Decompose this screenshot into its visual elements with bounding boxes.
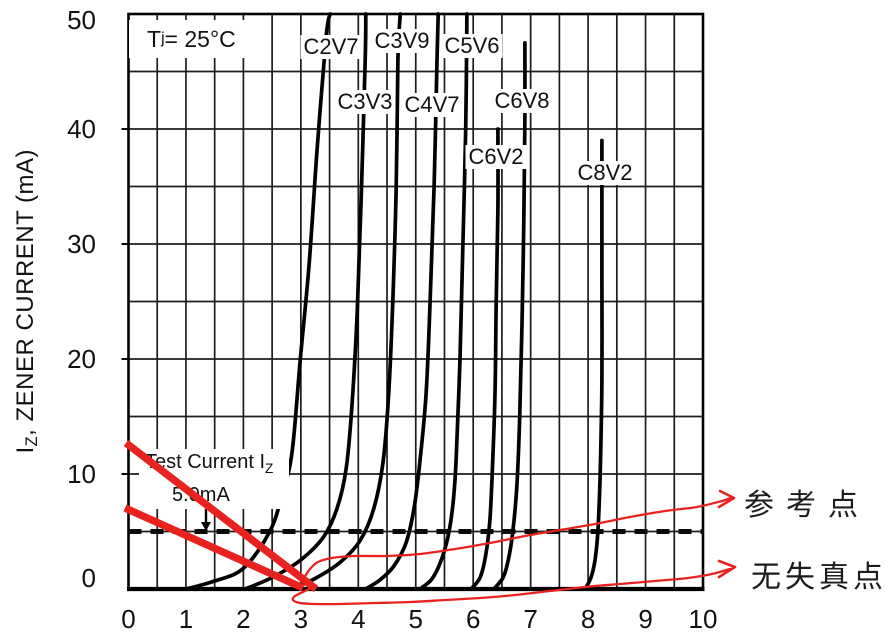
x-tick-10: 10 <box>688 604 718 634</box>
curve-label-C8V2: C8V2 <box>574 161 636 185</box>
x-tick-7: 7 <box>523 604 538 634</box>
annotation-reference-point: 参考点 <box>744 489 870 522</box>
curve-label-C5V6: C5V6 <box>441 34 503 58</box>
x-tick-0: 0 <box>121 604 136 634</box>
y-title-sub: Z <box>22 436 41 447</box>
y-tick-10: 10 <box>67 459 96 489</box>
x-tick-5: 5 <box>408 604 423 634</box>
x-tick-8: 8 <box>580 604 596 634</box>
x-tick-9: 9 <box>638 604 653 634</box>
curve-label-C2V7: C2V7 <box>300 35 362 59</box>
tj-post: = 25°C <box>164 25 236 52</box>
curve-label-C6V8: C6V8 <box>491 89 553 113</box>
y-tick-40: 40 <box>67 114 96 144</box>
y-title-post: , ZENER CURRENT (mA) <box>12 149 40 437</box>
test-current-value: 5.0mA <box>172 484 230 506</box>
test-current-text: Test Current I <box>145 451 266 473</box>
curve-label-C3V3: C3V3 <box>334 90 396 114</box>
test-current-line1: Test Current IZ <box>139 449 289 482</box>
annotation-no-distortion-point: 无失真点 <box>751 561 886 594</box>
test-current-label: Test Current IZ 5.0mA <box>139 449 289 509</box>
tj-pre: T <box>147 25 162 52</box>
y-title-pre: I <box>12 446 40 454</box>
x-tick-2: 2 <box>236 604 251 634</box>
curve-label-C4V7: C4V7 <box>401 93 463 117</box>
x-tick-1: 1 <box>178 604 194 634</box>
curve-label-C3V9: C3V9 <box>371 29 433 53</box>
y-tick-30: 30 <box>67 229 96 259</box>
curve-label-C6V2: C6V2 <box>465 145 527 169</box>
x-tick-3: 3 <box>293 604 309 634</box>
y-tick-20: 20 <box>67 344 96 374</box>
y-axis-title: IZ, ZENER CURRENT (mA) <box>12 149 42 454</box>
y-axis-title-wrap: IZ, ZENER CURRENT (mA) <box>6 14 48 589</box>
y-tick-0: 0 <box>81 563 96 593</box>
x-tick-4: 4 <box>351 604 366 634</box>
x-tick-6: 6 <box>465 604 481 634</box>
y-tick-50: 50 <box>67 5 96 35</box>
test-current-sub: Z <box>265 461 274 476</box>
tj-sub: j <box>161 30 165 47</box>
